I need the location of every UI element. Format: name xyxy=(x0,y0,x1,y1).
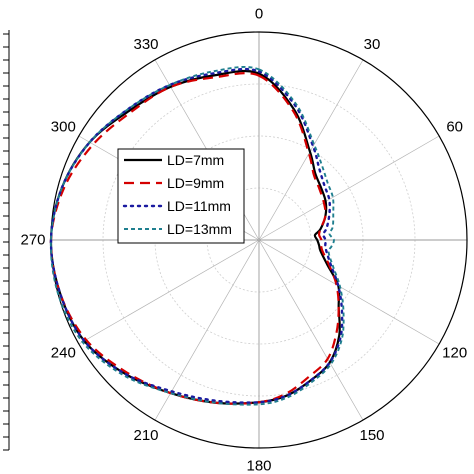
angle-tick-label: 210 xyxy=(133,427,158,444)
series-line-1 xyxy=(49,72,340,405)
angle-tick-label: 120 xyxy=(442,345,467,362)
series-group xyxy=(49,66,345,406)
legend: LD=7mm LD=9mm LD=11mm LD=13mm xyxy=(117,148,245,244)
legend-label-1: LD=9mm xyxy=(167,175,224,191)
legend-box xyxy=(117,148,245,244)
grid-spoke-30 xyxy=(258,59,364,241)
angle-tick-labels: 0306090120150180210240270300330 xyxy=(20,6,467,474)
angle-tick-label: 240 xyxy=(51,345,76,362)
angle-tick-label: 330 xyxy=(133,36,158,53)
grid-spoke-150 xyxy=(258,239,364,421)
angle-tick-label: 60 xyxy=(446,119,463,136)
left-ruler xyxy=(3,30,10,451)
legend-label-3: LD=13mm xyxy=(167,221,232,237)
angle-tick-label: 180 xyxy=(246,458,271,474)
angle-tick-label: 0 xyxy=(255,6,263,23)
angle-tick-label: 300 xyxy=(51,119,76,136)
grid xyxy=(50,31,468,449)
grid-spoke-210 xyxy=(154,239,260,421)
grid-spoke-60 xyxy=(258,135,440,241)
angle-tick-label: 270 xyxy=(20,232,45,249)
legend-label-2: LD=11mm xyxy=(167,198,231,214)
series-line-2 xyxy=(49,67,344,404)
legend-label-0: LD=7mm xyxy=(167,152,224,168)
angle-tick-label: 150 xyxy=(359,427,384,444)
grid-spoke-240 xyxy=(78,239,260,345)
angle-tick-label: 30 xyxy=(364,36,381,53)
grid-spoke-120 xyxy=(258,239,440,345)
